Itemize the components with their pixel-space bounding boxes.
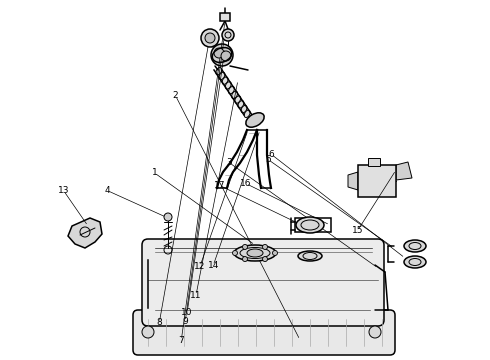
- Polygon shape: [348, 172, 358, 190]
- Ellipse shape: [404, 240, 426, 252]
- Ellipse shape: [296, 217, 324, 233]
- Circle shape: [272, 251, 277, 256]
- Text: 9: 9: [182, 317, 188, 326]
- Circle shape: [221, 51, 231, 61]
- Ellipse shape: [404, 256, 426, 268]
- Bar: [358, 165, 396, 197]
- Text: 3: 3: [226, 158, 232, 167]
- Text: 16: 16: [240, 179, 252, 188]
- Ellipse shape: [244, 110, 250, 117]
- Ellipse shape: [298, 251, 322, 261]
- Circle shape: [142, 326, 154, 338]
- Ellipse shape: [219, 72, 225, 80]
- Text: 4: 4: [105, 186, 111, 195]
- Circle shape: [263, 257, 268, 262]
- Text: 6: 6: [268, 150, 274, 158]
- Text: 7: 7: [178, 336, 184, 345]
- Text: 14: 14: [207, 261, 219, 270]
- Circle shape: [263, 244, 268, 249]
- Text: 10: 10: [181, 308, 193, 317]
- Bar: [220, 13, 230, 21]
- FancyBboxPatch shape: [133, 310, 395, 355]
- Ellipse shape: [238, 101, 244, 108]
- Text: 13: 13: [58, 186, 70, 195]
- Circle shape: [222, 29, 234, 41]
- Circle shape: [205, 33, 215, 43]
- FancyBboxPatch shape: [142, 239, 384, 326]
- Polygon shape: [396, 162, 412, 180]
- Circle shape: [214, 48, 224, 58]
- Ellipse shape: [235, 96, 241, 103]
- Circle shape: [369, 326, 381, 338]
- Text: 5: 5: [265, 155, 271, 164]
- Text: 1: 1: [151, 168, 157, 177]
- Ellipse shape: [247, 249, 263, 257]
- Text: 12: 12: [194, 262, 206, 271]
- Ellipse shape: [216, 68, 222, 75]
- Text: 17: 17: [214, 181, 225, 190]
- Circle shape: [201, 29, 219, 47]
- Circle shape: [243, 257, 247, 262]
- Text: 11: 11: [190, 291, 202, 300]
- Circle shape: [243, 244, 247, 249]
- Polygon shape: [68, 218, 102, 248]
- Ellipse shape: [234, 245, 276, 261]
- Ellipse shape: [246, 113, 264, 127]
- Ellipse shape: [232, 91, 238, 99]
- Ellipse shape: [241, 105, 247, 113]
- Circle shape: [211, 44, 233, 66]
- Circle shape: [232, 251, 238, 256]
- Circle shape: [164, 213, 172, 221]
- Text: 15: 15: [352, 226, 364, 235]
- Bar: [368, 158, 380, 166]
- Bar: [295, 218, 331, 232]
- Ellipse shape: [222, 77, 228, 84]
- Text: 8: 8: [156, 319, 162, 328]
- Ellipse shape: [225, 82, 231, 89]
- Ellipse shape: [228, 86, 234, 94]
- Text: 2: 2: [172, 91, 178, 100]
